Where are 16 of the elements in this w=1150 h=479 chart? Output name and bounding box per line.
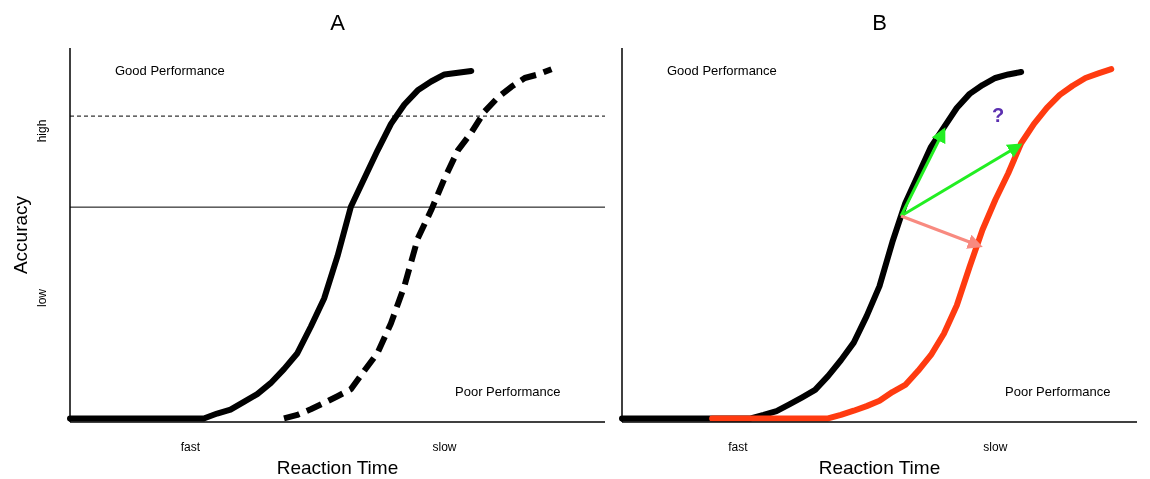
annotation: Poor Performance bbox=[455, 384, 561, 399]
x-tick-label: fast bbox=[180, 440, 201, 454]
x-tick-label: slow bbox=[983, 440, 1008, 454]
annotation: Good Performance bbox=[115, 63, 225, 78]
annotation: ? bbox=[991, 104, 1005, 126]
chart-title: A bbox=[330, 10, 346, 35]
x-axis-title: Reaction Time bbox=[818, 457, 941, 478]
annotation: Poor Performance bbox=[1005, 384, 1111, 399]
text: low bbox=[35, 288, 49, 308]
annotation: Good Performance bbox=[667, 63, 777, 78]
y-axis-title: Accuracy bbox=[10, 195, 31, 275]
x-tick-label: slow bbox=[432, 440, 457, 454]
x-axis-title: Reaction Time bbox=[276, 457, 399, 478]
text: high bbox=[35, 119, 49, 143]
x-tick-label: fast bbox=[728, 440, 749, 454]
chart-title: B bbox=[872, 10, 887, 35]
